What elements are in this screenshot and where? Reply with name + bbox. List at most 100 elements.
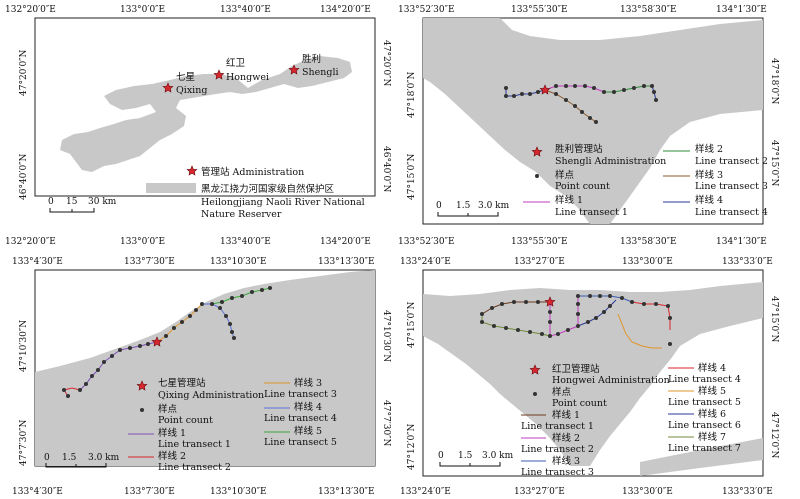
- svg-text:样线 5: 样线 5: [698, 385, 726, 397]
- svg-text:样点: 样点: [158, 403, 178, 415]
- tick-m1-left-1: 46°40′0″N: [19, 153, 29, 200]
- svg-text:Line transect 5: Line transect 5: [668, 397, 741, 408]
- tick-m1-right-0: 47°20′0″N: [381, 40, 391, 87]
- points-shengli: [504, 84, 658, 124]
- label-hongwei-cn: 红卫: [226, 57, 246, 69]
- svg-text:样点: 样点: [552, 386, 572, 398]
- reserve-area: [60, 56, 352, 172]
- label-qixing-cn: 七星: [176, 72, 195, 83]
- legend-qixing: 七星管理站 Qixing Administration 样点 Point cou…: [128, 377, 337, 473]
- map-shengli: 胜利管理站 Shengli Administration 样点 Point co…: [398, 5, 779, 247]
- tick-m4-left-1: 47°12′0″N: [407, 423, 417, 470]
- svg-text:Line transect 3: Line transect 3: [264, 389, 337, 400]
- tick-m3-left-0: 47°10′30″N: [19, 320, 29, 372]
- legend-station-star: [186, 165, 198, 176]
- tick-m2-left-1: 47°15′0″N: [407, 153, 417, 200]
- map-overview: 七星 Qixing 红卫 Hongwei 胜利 Shengli 管理站 Admi…: [5, 5, 391, 247]
- svg-text:样线 7: 样线 7: [698, 431, 726, 443]
- svg-text:Shengli Administration: Shengli Administration: [555, 156, 666, 167]
- tick-m4-bottom-3: 133°33′0″E: [722, 487, 773, 497]
- star-hongwei: [213, 69, 225, 80]
- tick-m1-bottom-0: 132°20′0″E: [5, 237, 56, 247]
- tick-m1-bottom-3: 134°20′0″E: [320, 237, 371, 247]
- tick-m3-top-0: 133°4′30″E: [12, 257, 63, 267]
- svg-text:Line transect 2: Line transect 2: [695, 156, 768, 167]
- svg-text:1.5: 1.5: [62, 453, 77, 463]
- transect-qixing-2: [63, 387, 81, 397]
- svg-text:样线 1: 样线 1: [158, 427, 186, 439]
- label-shengli-cn: 胜利: [302, 53, 321, 65]
- svg-text:1.5: 1.5: [458, 451, 473, 461]
- svg-text:15: 15: [66, 197, 78, 207]
- tick-m2-bottom-3: 134°1′30″E: [716, 237, 767, 247]
- svg-text:Qixing Administration: Qixing Administration: [158, 390, 264, 401]
- legend-reserve-en2: Nature Reserver: [201, 209, 282, 220]
- tick-m2-left-0: 47°18′0″N: [407, 71, 417, 118]
- tick-m4-top-0: 133°24′0″E: [400, 257, 451, 267]
- reserve-area-qixing: [35, 270, 375, 466]
- svg-text:0: 0: [438, 451, 444, 461]
- tick-m1-top-0: 132°20′0″E: [5, 5, 56, 15]
- scale-bar-4: 0 1.5 3.0 km: [438, 451, 514, 467]
- tick-m2-top-2: 133°58′30″E: [620, 5, 677, 15]
- tick-m4-right-1: 47°12′0″N: [769, 412, 779, 459]
- tick-m3-bottom-3: 133°13′30″E: [318, 487, 375, 497]
- tick-m1-top-1: 133°0′0″E: [120, 5, 165, 15]
- map-hongwei: 红卫管理站 Hongwei Administration 样点 Point co…: [400, 257, 779, 497]
- legend-station-label: 管理站 Administration: [201, 166, 304, 178]
- tick-m4-bottom-0: 133°24′0″E: [400, 487, 451, 497]
- svg-text:样线 3: 样线 3: [695, 169, 723, 181]
- svg-text:0: 0: [48, 197, 54, 207]
- star-shengli-station: [539, 84, 551, 95]
- svg-text:Line transect 4: Line transect 4: [695, 207, 768, 218]
- svg-text:Line transect 5: Line transect 5: [264, 437, 337, 448]
- points-hongwei: [480, 294, 672, 346]
- svg-text:Hongwei Administration: Hongwei Administration: [552, 375, 670, 386]
- tick-m3-top-2: 133°10′30″E: [210, 257, 267, 267]
- svg-text:3.0 km: 3.0 km: [88, 453, 120, 463]
- tick-m4-right-0: 47°15′0″N: [769, 296, 779, 343]
- svg-text:1.5: 1.5: [456, 201, 471, 211]
- tick-m2-right-1: 47°15′0″N: [769, 140, 779, 187]
- tick-m1-right-1: 46°40′0″N: [381, 146, 391, 193]
- star-hongwei-station: [544, 296, 556, 307]
- label-shengli-en: Shengli: [302, 67, 339, 78]
- points-qixing: [62, 286, 272, 398]
- tick-m1-bottom-2: 133°40′0″E: [220, 237, 271, 247]
- star-qixing-station: [151, 336, 163, 347]
- svg-text:样线 4: 样线 4: [698, 362, 726, 374]
- svg-text:3.0 km: 3.0 km: [478, 201, 510, 211]
- svg-text:样线 2: 样线 2: [695, 143, 723, 155]
- star-shengli: [288, 64, 300, 75]
- svg-text:样线 1: 样线 1: [552, 409, 580, 421]
- scale-bar-1: 0 15 30 km: [48, 197, 117, 213]
- tick-m2-bottom-0: 133°52′30″E: [398, 237, 455, 247]
- svg-text:样线 4: 样线 4: [695, 194, 723, 206]
- legend-reserve-cn: 黑龙江挠力河国家级自然保护区: [201, 183, 335, 195]
- tick-m3-top-3: 133°13′30″E: [318, 257, 375, 267]
- tick-m4-top-1: 133°27′0″E: [514, 257, 565, 267]
- tick-m4-bottom-1: 133°27′0″E: [514, 487, 565, 497]
- tick-m4-top-3: 133°33′0″E: [722, 257, 773, 267]
- svg-text:样线 2: 样线 2: [552, 432, 580, 444]
- svg-text:样线 5: 样线 5: [294, 425, 322, 437]
- tick-m1-top-2: 133°40′0″E: [220, 5, 271, 15]
- tick-m3-bottom-2: 133°10′30″E: [210, 487, 267, 497]
- tick-m3-bottom-1: 133°7′30″E: [124, 487, 175, 497]
- tick-m3-right-0: 47°10′30″N: [381, 310, 391, 362]
- svg-text:Line transect 2: Line transect 2: [521, 444, 594, 455]
- tick-m1-bottom-1: 133°0′0″E: [120, 237, 165, 247]
- tick-m4-top-2: 133°30′0″E: [622, 257, 673, 267]
- tick-m3-left-1: 47°7′30″N: [19, 419, 29, 466]
- svg-text:0: 0: [436, 201, 442, 211]
- svg-text:Line transect 4: Line transect 4: [264, 413, 337, 424]
- svg-text:Point count: Point count: [552, 398, 607, 409]
- tick-m1-top-3: 134°20′0″E: [320, 5, 371, 15]
- svg-text:样线 1: 样线 1: [555, 194, 583, 206]
- svg-text:30 km: 30 km: [88, 197, 117, 207]
- svg-text:Point count: Point count: [555, 181, 610, 192]
- svg-text:Line transect 4: Line transect 4: [668, 374, 741, 385]
- svg-text:Line transect 3: Line transect 3: [521, 467, 594, 478]
- svg-text:Line transect 2: Line transect 2: [158, 462, 231, 473]
- scale-bar-2: 0 1.5 3.0 km: [436, 201, 510, 217]
